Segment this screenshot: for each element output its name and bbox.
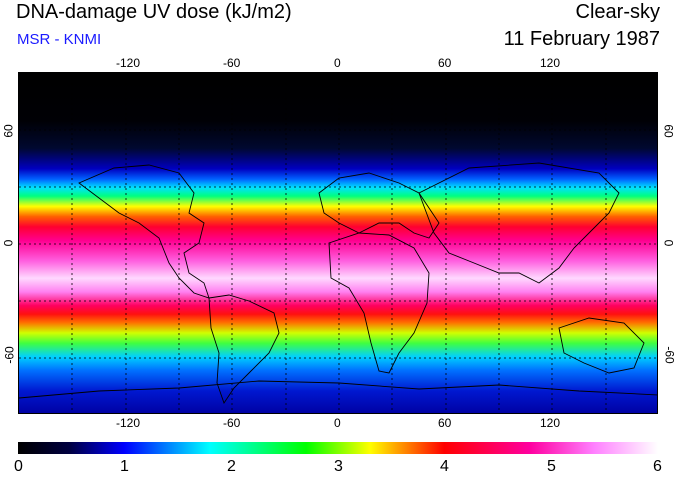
lon-tick-bottom-120w: -120 xyxy=(116,416,141,430)
colorbar-gradient xyxy=(18,442,658,454)
lon-tick-top-60e: 60 xyxy=(438,56,452,70)
source-label: MSR - KNMI xyxy=(17,31,102,48)
colorbar-label-2: 2 xyxy=(227,458,236,475)
graticule xyxy=(19,73,657,413)
lat-tick-right-0: 0 xyxy=(661,239,676,247)
lat-tick-left-0: 0 xyxy=(1,239,16,247)
colorbar-label-6: 6 xyxy=(653,458,662,475)
lon-tick-bottom-60w: -60 xyxy=(223,416,241,430)
colorbar-label-1: 1 xyxy=(120,458,129,475)
uv-field xyxy=(19,73,657,413)
lat-tick-left-60s: -60 xyxy=(2,346,17,364)
colorbar-label-5: 5 xyxy=(547,458,556,475)
uv-dose-map xyxy=(18,72,658,414)
map-title: DNA-damage UV dose (kJ/m2) xyxy=(16,1,292,23)
north-america-coast xyxy=(78,164,210,299)
colorbar-label-0: 0 xyxy=(14,458,23,475)
europe-coast xyxy=(318,172,440,239)
colorbar-label-3: 3 xyxy=(334,458,343,475)
lon-tick-bottom-120e: 120 xyxy=(540,416,561,430)
lat-tick-left-60n: 60 xyxy=(1,124,16,138)
africa-coast xyxy=(328,232,430,374)
australia-coast xyxy=(558,317,645,374)
observation-date: 11 February 1987 xyxy=(503,28,660,50)
lon-tick-top-120w: -120 xyxy=(116,56,141,70)
map-canvas xyxy=(19,73,657,413)
lon-tick-top-60w: -60 xyxy=(223,56,241,70)
lon-tick-top-0: 0 xyxy=(334,56,341,70)
colorbar xyxy=(18,442,658,454)
asia-coast xyxy=(418,162,620,284)
lon-tick-top-120e: 120 xyxy=(540,56,561,70)
lon-tick-bottom-0: 0 xyxy=(334,416,341,430)
sky-condition: Clear-sky xyxy=(575,1,660,23)
lat-tick-right-60s: -60 xyxy=(662,346,677,364)
colorbar-label-4: 4 xyxy=(440,458,449,475)
lat-tick-right-60n: 60 xyxy=(661,124,676,138)
lon-tick-bottom-60e: 60 xyxy=(438,416,452,430)
